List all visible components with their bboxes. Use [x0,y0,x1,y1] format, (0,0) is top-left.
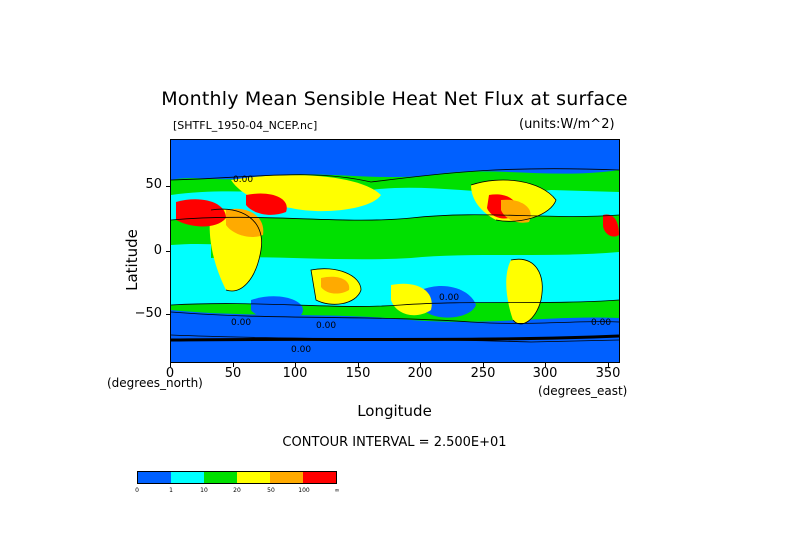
colorbar-cell [204,472,237,483]
contour-label: 0.00 [316,321,336,331]
y-tick-label: 50 [145,177,162,192]
colorbar-label: 50 [267,487,275,494]
yellow-south-pacific [391,283,432,316]
orange-north-america [501,199,531,223]
flux-map: 0.00 0.00 0.00 0.00 0.00 0.00 [171,140,619,362]
y-tick [166,251,170,252]
colorbar-label: 1 [169,487,173,494]
x-tick [295,363,296,367]
green-band-equator [211,226,619,260]
blue-indian-patch [251,296,303,319]
x-tick-label: 50 [224,366,242,381]
colorbar-label: ∞ [334,487,340,494]
red-central-asia [246,193,287,215]
colorbar-cell [270,472,303,483]
y-unit-label: (degrees_north) [107,376,203,390]
blue-arctic [171,140,619,180]
x-tick-label: 300 [532,366,558,381]
x-unit-label: (degrees_east) [538,384,628,398]
x-tick-label: 200 [407,366,433,381]
x-tick [233,363,234,367]
map-plot-area: 0.00 0.00 0.00 0.00 0.00 0.00 [170,139,620,363]
x-tick [545,363,546,367]
colorbar-label: 10 [200,487,208,494]
yellow-south-america [506,259,543,324]
contour-interval: CONTOUR INTERVAL = 2.500E+01 [282,435,507,450]
contour-label: 0.00 [439,293,459,303]
x-tick [483,363,484,367]
x-tick-label: 100 [282,366,308,381]
contour-label: 0.00 [291,345,311,355]
x-tick-label: 350 [595,366,621,381]
contour-label: 0.00 [231,318,251,328]
units-label: (units:W/m^2) [519,117,615,132]
antarctic-coast [171,334,619,342]
red-sahara [176,199,226,227]
contour-label: 0.00 [233,175,253,185]
orange-australia [321,276,350,294]
y-tick [166,186,170,187]
y-tick [166,314,170,315]
colorbar-cell [237,472,270,483]
colorbar-label: 20 [233,487,241,494]
contour-label: 0.00 [591,318,611,328]
red-east-edge [603,214,619,237]
x-tick [608,363,609,367]
colorbar [137,471,337,484]
x-tick [358,363,359,367]
colorbar-cell [303,472,336,483]
x-tick [170,363,171,367]
y-tick-label: −50 [134,306,162,321]
file-label: [SHTFL_1950-04_NCEP.nc] [173,119,318,132]
orange-arabia [226,208,264,237]
chart-title: Monthly Mean Sensible Heat Net Flux at s… [161,88,628,110]
colorbar-label: 100 [298,487,310,494]
y-axis-label: Latitude [123,229,141,291]
colorbar-label: 0 [135,487,139,494]
x-axis-label: Longitude [357,402,432,420]
x-tick-label: 150 [345,366,371,381]
colorbar-cell [138,472,171,483]
y-tick-label: 0 [153,243,162,258]
blue-pacific-patch [421,285,476,318]
x-tick-label: 0 [165,366,175,381]
x-tick [420,363,421,367]
colorbar-cell [171,472,204,483]
x-tick-label: 250 [470,366,496,381]
